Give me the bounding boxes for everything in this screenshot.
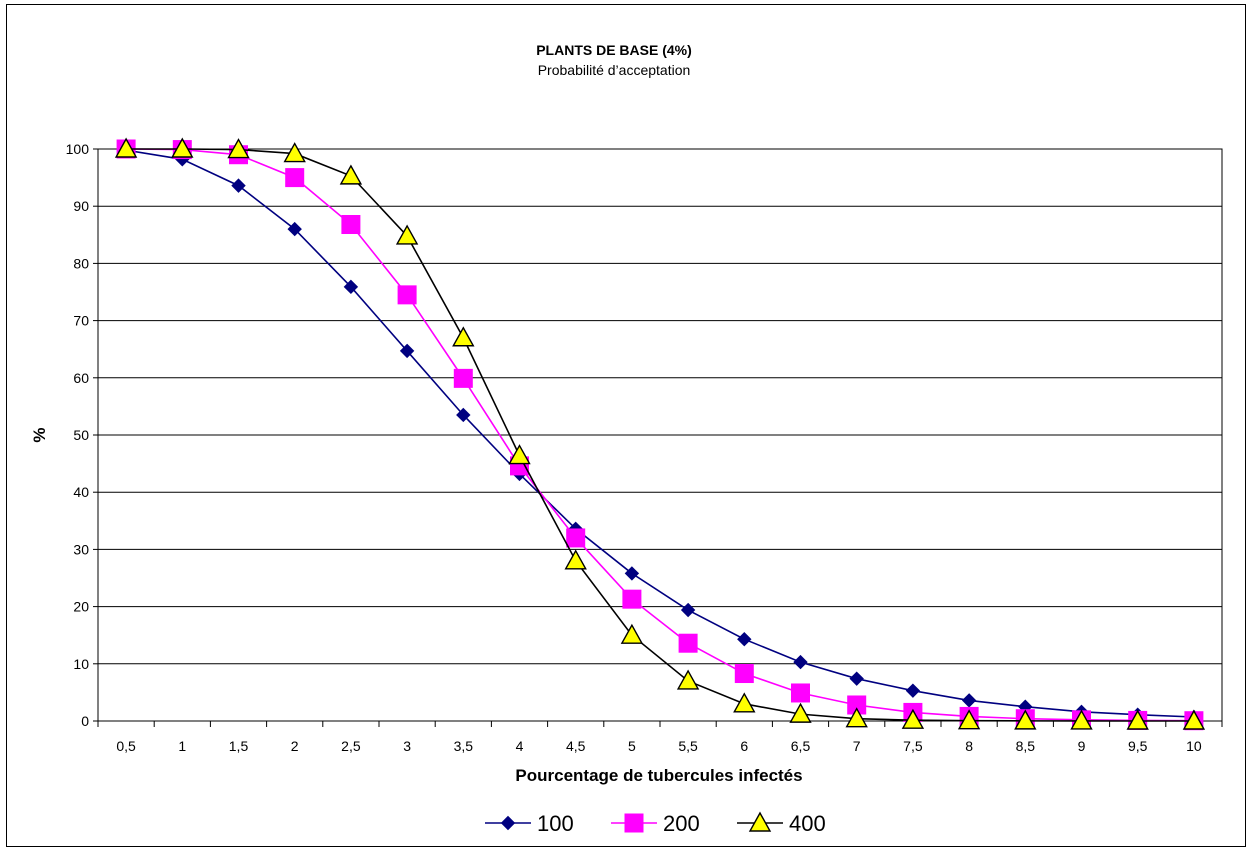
data-point (339, 164, 363, 185)
y-tick-label: 10 (73, 656, 89, 672)
y-tick-label: 50 (73, 427, 89, 443)
data-point (849, 671, 864, 686)
data-point (395, 224, 419, 245)
x-tick-label: 6 (740, 738, 748, 754)
series-line (125, 149, 1194, 718)
legend-item: 100 (485, 811, 574, 836)
grid-lines (98, 205, 1222, 665)
data-point (453, 368, 473, 388)
data-point (791, 683, 810, 703)
x-tick-label: 2,5 (341, 738, 361, 754)
y-tick-label: 30 (73, 541, 89, 557)
x-tick-label: 4,5 (566, 738, 586, 754)
data-point (733, 692, 756, 713)
y-tick-label: 60 (73, 370, 89, 386)
data-point (114, 137, 138, 158)
data-point (789, 702, 812, 723)
y-axis-ticks: 0 10 20 30 40 50 60 70 80 90 100 (66, 141, 98, 729)
data-point (285, 168, 305, 188)
data-point (341, 215, 361, 235)
y-tick-label: 80 (73, 255, 89, 271)
x-tick-label: 8 (965, 738, 973, 754)
data-point (622, 589, 642, 609)
x-tick-label: 9 (1078, 738, 1086, 754)
legend-item: 400 (737, 811, 826, 836)
x-axis-label: Pourcentage de tubercules infectés (515, 766, 802, 785)
data-point (1070, 709, 1093, 730)
data-point (793, 654, 808, 670)
data-point (508, 444, 531, 465)
data-point (227, 138, 250, 159)
data-point (961, 693, 977, 708)
data-point (737, 631, 752, 647)
series-layer (114, 137, 1206, 731)
data-point (1126, 709, 1149, 730)
y-tick-label: 100 (66, 141, 90, 157)
data-point (343, 279, 359, 295)
chart-subtitle: Probabilité d’acceptation (538, 62, 691, 78)
data-point (620, 623, 644, 644)
y-axis-label: % (30, 427, 49, 442)
data-point (399, 343, 415, 359)
x-tick-label: 1,5 (229, 738, 249, 754)
data-point (1014, 709, 1037, 730)
series-400 (114, 137, 1206, 730)
data-point (287, 221, 302, 237)
x-tick-label: 5,5 (678, 738, 698, 754)
x-tick-label: 0,5 (116, 738, 136, 754)
x-tick-label: 5 (628, 738, 636, 754)
data-point (734, 664, 754, 684)
x-tick-label: 7,5 (903, 738, 923, 754)
legend: 100 200 400 (485, 811, 826, 836)
data-point (957, 709, 981, 730)
data-point (901, 708, 925, 729)
y-tick-label: 90 (73, 198, 89, 214)
legend-label: 400 (789, 811, 826, 836)
y-tick-label: 20 (73, 599, 89, 615)
data-point (566, 528, 586, 548)
data-point (452, 326, 475, 347)
x-tick-label: 3,5 (454, 738, 474, 754)
data-point (231, 178, 246, 193)
data-point (456, 407, 471, 423)
data-point (283, 142, 306, 163)
y-tick-label: 40 (73, 484, 89, 500)
data-point (397, 285, 417, 305)
x-tick-label: 8,5 (1016, 738, 1036, 754)
data-point (680, 602, 696, 618)
x-tick-label: 2 (291, 738, 299, 754)
x-axis-ticks: 0,5 1 1,5 2 2,5 3 3,5 4 4,5 5 5,5 6 6,5 7 7,5 8 8,5 9 9,5 1… (97, 721, 1223, 754)
data-point (624, 813, 644, 833)
x-tick-label: 6,5 (791, 738, 811, 754)
data-point (564, 549, 587, 570)
legend-label: 200 (663, 811, 700, 836)
chart-title: PLANTS DE BASE (4%) (536, 42, 692, 58)
data-point (845, 707, 868, 728)
data-point (905, 683, 921, 698)
y-tick-label: 70 (73, 313, 89, 329)
x-tick-label: 9,5 (1128, 738, 1148, 754)
y-tick-label: 0 (81, 713, 89, 729)
data-point (624, 566, 640, 581)
data-point (678, 633, 698, 653)
x-tick-label: 4 (516, 738, 524, 754)
x-tick-label: 7 (853, 738, 861, 754)
data-point (748, 811, 772, 832)
legend-item: 200 (611, 811, 700, 836)
x-tick-label: 1 (178, 738, 186, 754)
x-tick-label: 3 (403, 738, 411, 754)
chart-area: PLANTS DE BASE (4%) Probabilité d’accept… (6, 4, 1246, 847)
data-point (1182, 709, 1206, 730)
data-point (500, 815, 516, 831)
data-point (676, 669, 700, 690)
series-line (126, 148, 1194, 722)
chart-svg: PLANTS DE BASE (4%) Probabilité d’accept… (30, 42, 1223, 836)
data-point (171, 137, 194, 158)
x-tick-label: 10 (1186, 738, 1202, 754)
legend-label: 100 (537, 811, 574, 836)
